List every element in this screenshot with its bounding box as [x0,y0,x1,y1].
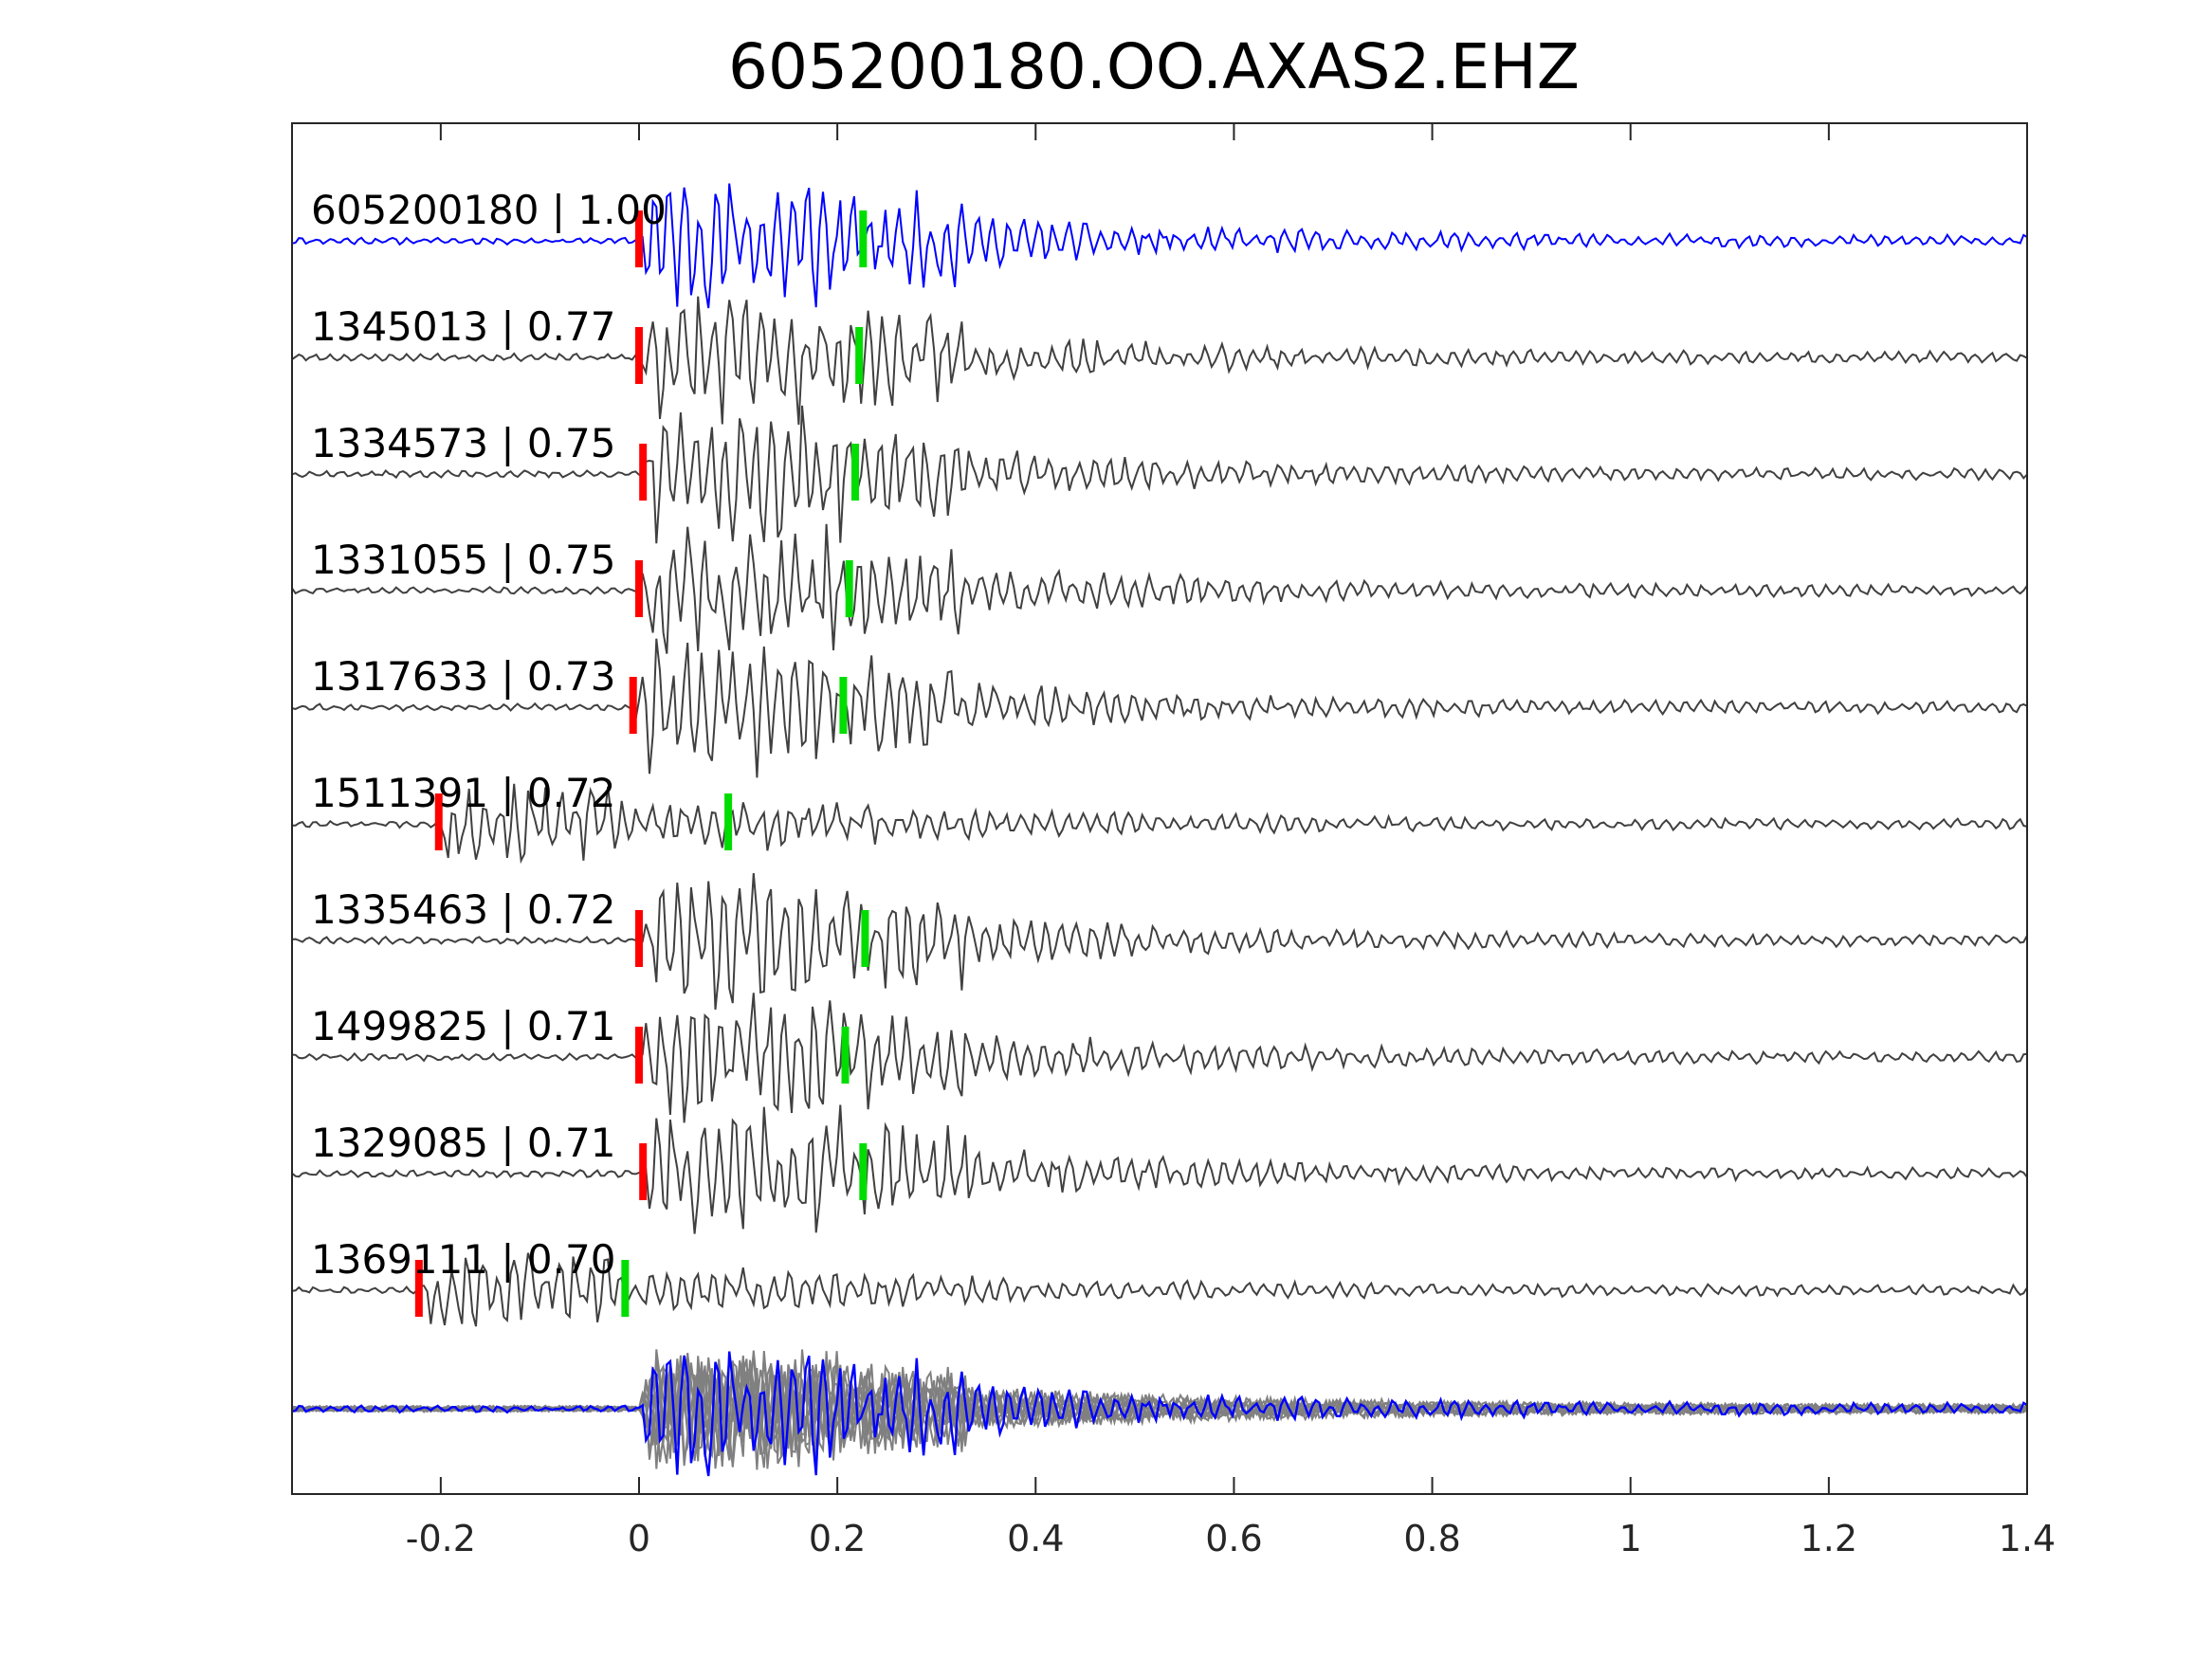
traces-layer [291,183,2028,1327]
x-axis: -0.2 0 0.2 0.4 0.6 0.8 1 1.2 1.4 [406,123,2056,1559]
trace-label-1334573: 1334573 | 0.75 [311,420,615,466]
x-tick-label: 0.4 [1007,1518,1064,1559]
x-tick-label: 0 [628,1518,650,1559]
waveform-trace-1334573 [291,405,2028,544]
waveform-trace-1329085 [291,1104,2028,1234]
trace-labels-layer: 605200180 | 1.00 1345013 | 0.77 1334573 | … [311,187,667,1283]
waveform-trace-1335463 [291,873,2028,1010]
trace-label-605200180: 605200180 | 1.00 [311,187,667,233]
waveform-trace-1499825 [291,993,2028,1123]
waveform-trace-1331055 [291,523,2028,654]
x-tick-label: 0.2 [809,1518,866,1559]
trace-label-1511391: 1511391 | 0.72 [311,770,615,816]
trace-label-1345013: 1345013 | 0.77 [311,303,615,350]
picks-layer [414,210,869,1317]
stack-overlay-layer [291,1349,2028,1477]
trace-label-1317633: 1317633 | 0.73 [311,653,615,700]
waveform-trace-1369111 [291,1252,2028,1327]
stack-reference-trace [291,1351,2028,1477]
trace-label-1499825: 1499825 | 0.71 [311,1003,615,1049]
trace-label-1331055: 1331055 | 0.75 [311,537,615,583]
waveform-trace-1345013 [291,296,2028,425]
trace-label-1329085: 1329085 | 0.71 [311,1120,615,1166]
x-tick-label: 0.8 [1403,1518,1460,1559]
waveform-trace-1511391 [292,783,2028,865]
chart-title: 605200180.OO.AXAS2.EHZ [728,30,1580,103]
waveform-trace-605200180 [291,183,2028,309]
waveform-trace-1317633 [291,638,2028,778]
x-tick-label: -0.2 [406,1518,476,1559]
trace-label-1335463: 1335463 | 0.72 [311,886,615,933]
axes-frame [291,122,2028,1495]
trace-label-1369111: 1369111 | 0.70 [311,1236,615,1283]
x-tick-label: 0.6 [1205,1518,1262,1559]
x-tick-label: 1 [1619,1518,1642,1559]
x-tick-label: 1.4 [1999,1518,2056,1559]
x-tick-label: 1.2 [1801,1518,1857,1559]
